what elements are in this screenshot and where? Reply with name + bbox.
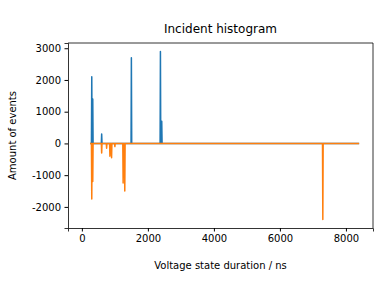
tick-label: 0 bbox=[55, 138, 61, 149]
frame bbox=[68, 43, 373, 44]
y-axis-title: Amount of events bbox=[7, 91, 18, 180]
tick: -2000 bbox=[32, 202, 68, 213]
frame bbox=[373, 43, 374, 228]
tick-label: 4000 bbox=[202, 233, 227, 244]
tick-mark bbox=[82, 228, 83, 232]
tick: 0 bbox=[79, 228, 85, 244]
plot-area: 0 2000 4000 6000 8000 -2000 -1000 0 1000 2000 3000 bbox=[32, 43, 374, 244]
tick-label: 3000 bbox=[36, 43, 61, 54]
x-axis: 0 2000 4000 6000 8000 bbox=[69, 228, 374, 244]
tick-mark bbox=[65, 112, 69, 113]
tick-mark bbox=[214, 228, 215, 232]
y-axis: -2000 -1000 0 1000 2000 3000 bbox=[32, 43, 69, 229]
tick-mark bbox=[65, 48, 69, 49]
tick-label: 2000 bbox=[36, 75, 61, 86]
tick: 3000 bbox=[36, 43, 68, 54]
tick-mark bbox=[65, 207, 69, 208]
tick-mark bbox=[280, 228, 281, 232]
series-line bbox=[90, 51, 359, 143]
tick-label: 6000 bbox=[268, 233, 293, 244]
tick: -1000 bbox=[32, 170, 68, 181]
tick: 4000 bbox=[202, 228, 227, 244]
tick-label: 2000 bbox=[136, 233, 161, 244]
tick-mark bbox=[65, 175, 69, 176]
tick: 6000 bbox=[268, 228, 293, 244]
tick: 2000 bbox=[136, 228, 161, 244]
tick: 1000 bbox=[36, 106, 68, 117]
tick-label: 8000 bbox=[334, 233, 359, 244]
tick-mark bbox=[65, 143, 69, 144]
series-line bbox=[90, 143, 359, 219]
axis-line bbox=[65, 44, 69, 229]
x-axis-title: Voltage state duration / ns bbox=[154, 260, 287, 271]
tick-mark bbox=[65, 80, 69, 81]
series-group bbox=[90, 51, 359, 219]
tick-mark bbox=[346, 228, 347, 232]
tick-label: -2000 bbox=[32, 202, 61, 213]
tick: 2000 bbox=[36, 75, 68, 86]
tick: 0 bbox=[55, 138, 68, 149]
tick-label: -1000 bbox=[32, 170, 61, 181]
tick-mark bbox=[148, 228, 149, 232]
title: Incident histogram bbox=[164, 22, 277, 36]
tick: 8000 bbox=[334, 228, 359, 244]
tick-label: 1000 bbox=[36, 106, 61, 117]
axis-line bbox=[69, 229, 374, 232]
tick-label: 0 bbox=[79, 233, 85, 244]
chart: 0 2000 4000 6000 8000 -2000 -1000 0 1000 2000 3000… bbox=[0, 0, 389, 286]
